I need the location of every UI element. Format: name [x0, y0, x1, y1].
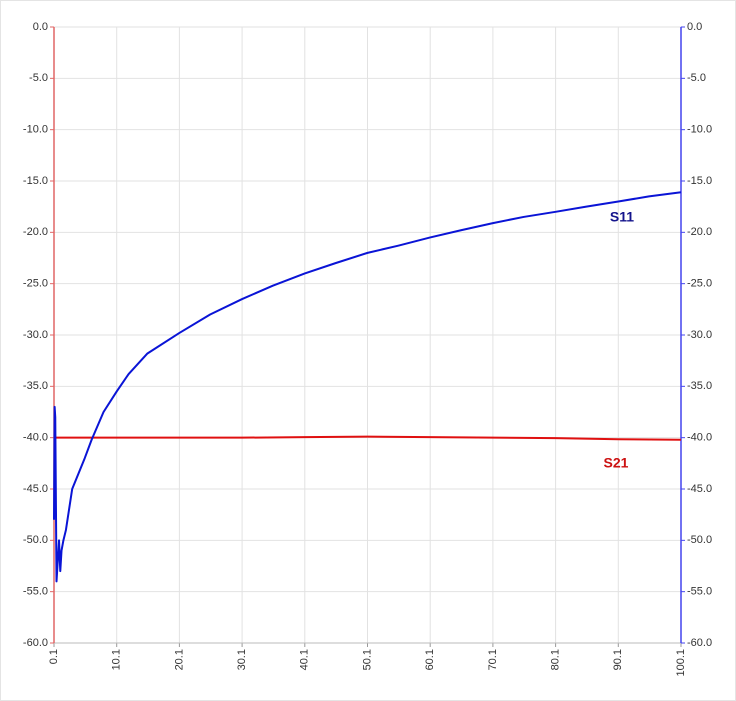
x-tick-label: 50.1	[361, 649, 373, 670]
series-label: S11	[610, 209, 634, 225]
y2-tick-label: -55.0	[687, 586, 712, 598]
x-tick-label: 30.1	[236, 649, 248, 670]
series-line	[54, 435, 682, 441]
y2-tick-label: -50.0	[687, 534, 712, 546]
x-tick-label: 40.1	[299, 649, 311, 670]
y-tick-label: -25.0	[23, 278, 48, 290]
x-tick-label: 100.1	[675, 649, 687, 677]
y2-tick-label: -30.0	[687, 329, 712, 341]
y2-tick-label: -20.0	[687, 226, 712, 238]
x-tick-label: 70.1	[487, 649, 499, 670]
y-tick-label: -55.0	[23, 586, 48, 598]
y2-tick-label: -45.0	[687, 483, 712, 495]
y2-tick-label: -60.0	[687, 637, 712, 649]
y2-tick-label: -10.0	[687, 124, 712, 136]
x-tick-label: 80.1	[550, 649, 562, 670]
x-tick-label: 10.1	[111, 649, 123, 670]
y2-tick-label: -40.0	[687, 432, 712, 444]
y2-tick-label: -25.0	[687, 278, 712, 290]
y-tick-label: -40.0	[23, 432, 48, 444]
y2-tick-label: 0.0	[687, 21, 702, 33]
y-tick-label: -30.0	[23, 329, 48, 341]
y-tick-label: -20.0	[23, 226, 48, 238]
y2-tick-label: -5.0	[687, 72, 706, 84]
y-tick-label: -45.0	[23, 483, 48, 495]
y2-tick-label: -35.0	[687, 380, 712, 392]
x-tick-label: 20.1	[173, 649, 185, 670]
x-tick-label: 0.1	[48, 649, 60, 664]
series-line	[53, 191, 682, 583]
y-tick-label: -5.0	[29, 72, 48, 84]
y-tick-label: 0.0	[33, 21, 48, 33]
y2-tick-label: -15.0	[687, 175, 712, 187]
x-tick-label: 60.1	[424, 649, 436, 670]
y-tick-label: -60.0	[23, 637, 48, 649]
y-tick-label: -10.0	[23, 124, 48, 136]
series-label: S21	[604, 455, 629, 471]
y-tick-label: -35.0	[23, 380, 48, 392]
y-tick-label: -15.0	[23, 175, 48, 187]
x-tick-label: 90.1	[612, 649, 624, 670]
y-tick-label: -50.0	[23, 534, 48, 546]
